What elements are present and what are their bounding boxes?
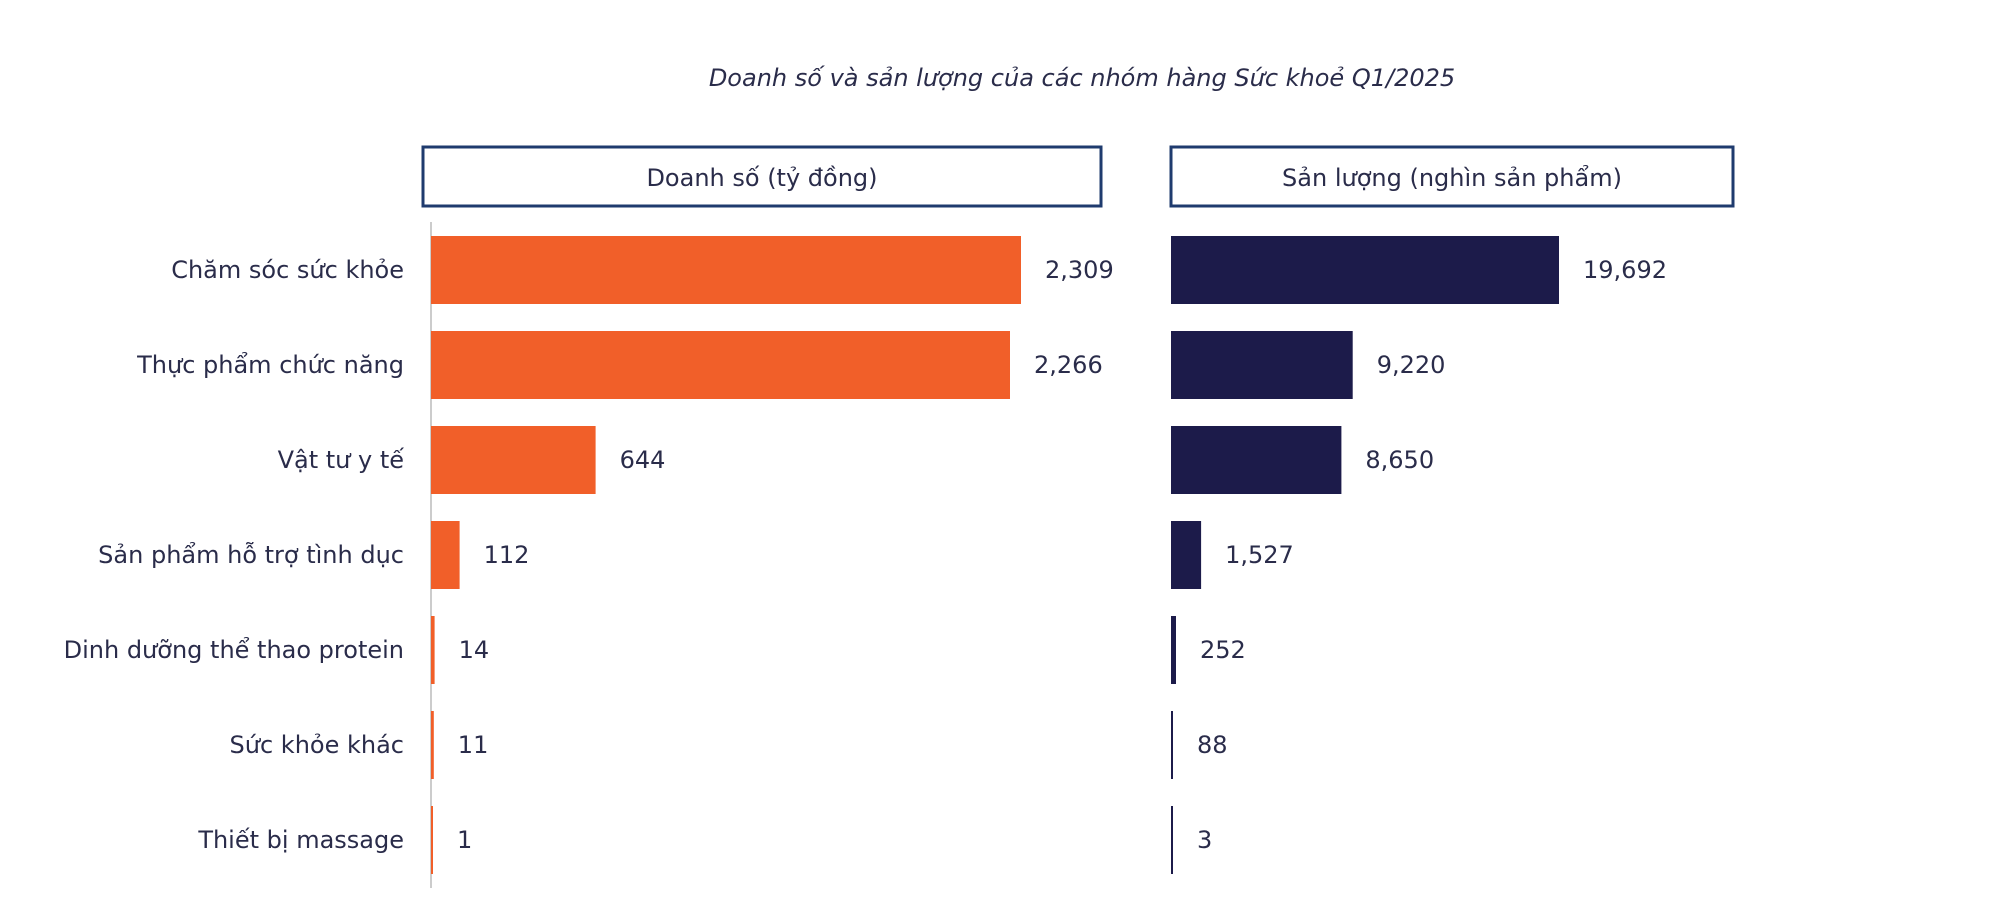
category-label: Chăm sóc sức khỏe xyxy=(171,256,404,284)
revenue-bar xyxy=(431,426,596,494)
volume-bar xyxy=(1171,331,1353,399)
revenue-bar xyxy=(431,331,1010,399)
volume-value-label: 8,650 xyxy=(1365,446,1434,474)
volume-bar xyxy=(1171,236,1559,304)
category-label: Thực phẩm chức năng xyxy=(136,351,404,379)
chart-title: Doanh số và sản lượng của các nhóm hàng … xyxy=(709,64,1455,92)
left-panel-title: Doanh số (tỷ đồng) xyxy=(646,164,877,192)
volume-value-label: 88 xyxy=(1197,731,1228,759)
revenue-bar xyxy=(431,236,1021,304)
volume-value-label: 9,220 xyxy=(1377,351,1446,379)
category-label: Dinh dưỡng thể thao protein xyxy=(64,636,404,664)
right-panel-header: Sản lượng (nghìn sản phẩm) xyxy=(1169,145,1735,208)
revenue-value-label: 14 xyxy=(459,636,490,664)
volume-value-label: 3 xyxy=(1197,826,1212,854)
category-label: Sản phẩm hỗ trợ tình dục xyxy=(98,540,404,569)
left-panel-header: Doanh số (tỷ đồng) xyxy=(421,145,1103,208)
revenue-value-label: 112 xyxy=(484,541,530,569)
revenue-bar xyxy=(431,616,435,684)
revenue-bar xyxy=(431,806,433,874)
volume-bar xyxy=(1171,806,1173,874)
revenue-bar xyxy=(431,521,460,589)
left-panel-header-box xyxy=(421,145,1103,208)
volume-bar xyxy=(1171,711,1173,779)
category-label: Thiết bị massage xyxy=(197,826,404,854)
volume-bar xyxy=(1171,616,1176,684)
volume-value-label: 1,527 xyxy=(1225,541,1294,569)
category-label: Vật tư y tế xyxy=(278,446,405,474)
right-bars: 19,692 9,220 8,650 1,527 252 88 3 xyxy=(1171,236,1667,874)
revenue-value-label: 644 xyxy=(620,446,666,474)
right-panel-title: Sản lượng (nghìn sản phẩm) xyxy=(1282,164,1622,192)
revenue-bar xyxy=(431,711,434,779)
category-label: Sức khỏe khác xyxy=(230,731,404,759)
volume-bar xyxy=(1171,426,1342,494)
revenue-value-label: 2,309 xyxy=(1045,256,1114,284)
revenue-value-label: 1 xyxy=(457,826,472,854)
volume-value-label: 19,692 xyxy=(1583,256,1667,284)
revenue-value-label: 11 xyxy=(458,731,489,759)
volume-value-label: 252 xyxy=(1200,636,1246,664)
category-labels: Chăm sóc sức khỏe Thực phẩm chức năng Vật … xyxy=(64,256,405,854)
revenue-value-label: 2,266 xyxy=(1034,351,1103,379)
right-panel-header-box xyxy=(1169,145,1735,208)
volume-bar xyxy=(1171,521,1202,589)
